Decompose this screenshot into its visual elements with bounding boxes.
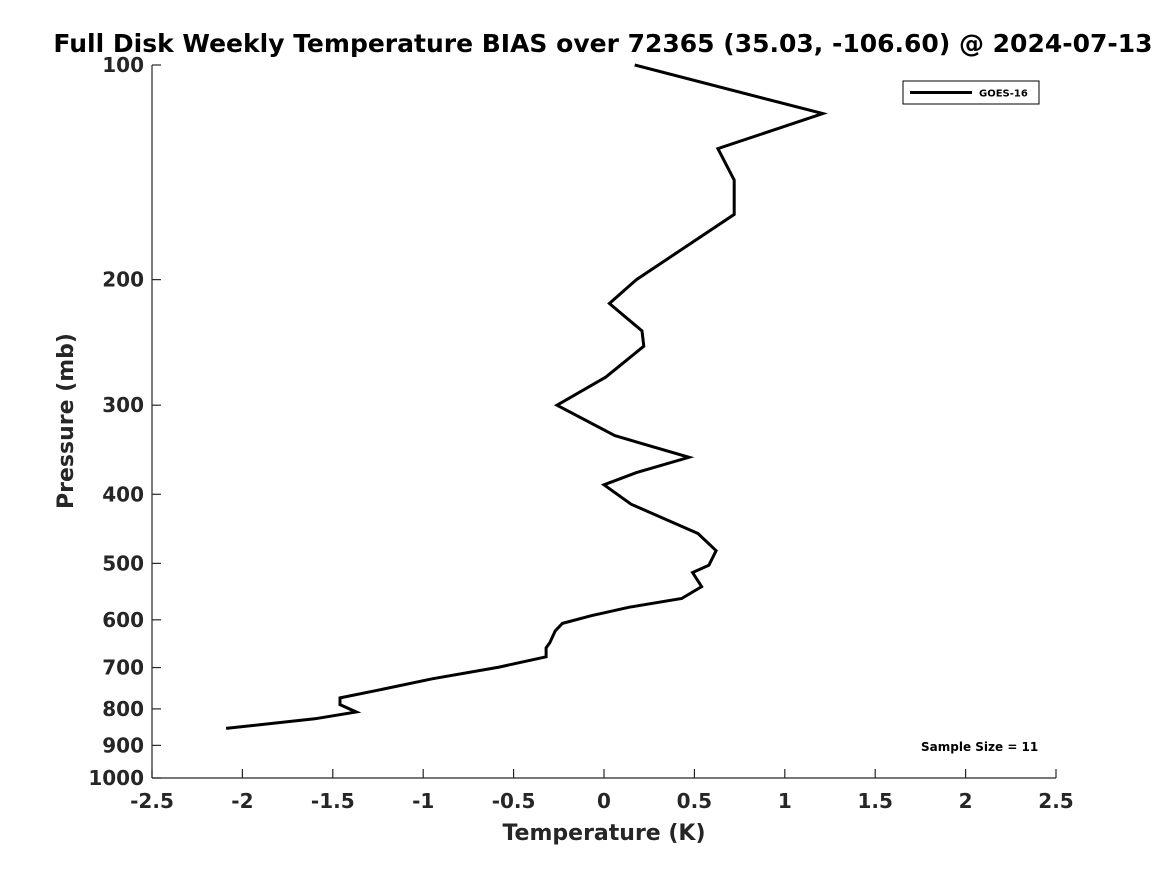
x-tick-label: 1.5	[857, 789, 892, 813]
series-layer	[225, 63, 829, 730]
y-axis-label: Pressure (mb)	[54, 333, 79, 509]
x-tick-label: 1	[778, 789, 792, 813]
x-tick-label: 0	[597, 789, 611, 813]
x-tick-label: 2	[959, 789, 973, 813]
y-tick-label: 500	[102, 551, 144, 575]
y-tick-label: 600	[102, 608, 144, 632]
x-tick-label: 0.5	[677, 789, 712, 813]
y-tick-label: 700	[102, 656, 144, 680]
y-tick-label: 200	[102, 268, 144, 292]
legend: GOES-16	[902, 80, 1040, 105]
y-axis: 100 200 300 400 500 600 700 800 900 1000	[88, 53, 161, 790]
sample-size-annotation: Sample Size = 11	[921, 740, 1038, 754]
y-tick-label: 1000	[88, 766, 144, 790]
x-tick-label: -2	[231, 789, 253, 813]
x-tick-label: -0.5	[492, 789, 536, 813]
x-tick-label: -1	[412, 789, 434, 813]
x-axis-label: Temperature (K)	[502, 821, 705, 846]
x-tick-label: -1.5	[311, 789, 355, 813]
legend-label-goes-16: GOES-16	[979, 89, 1028, 100]
x-tick-label: -2.5	[130, 789, 174, 813]
y-tick-label: 800	[102, 697, 144, 721]
x-tick-label: 2.5	[1038, 789, 1073, 813]
y-tick-label: 100	[102, 53, 144, 77]
y-tick-label: 300	[102, 393, 144, 417]
series-line-goes-16	[225, 63, 829, 730]
y-tick-label: 900	[102, 733, 144, 757]
chart-title: Full Disk Weekly Temperature BIAS over 7…	[53, 29, 1152, 58]
y-tick-label: 400	[102, 482, 144, 506]
x-axis: -2.5 -2 -1.5 -1 -0.5 0 0.5 1 1.5 2 2.5	[130, 769, 1074, 813]
